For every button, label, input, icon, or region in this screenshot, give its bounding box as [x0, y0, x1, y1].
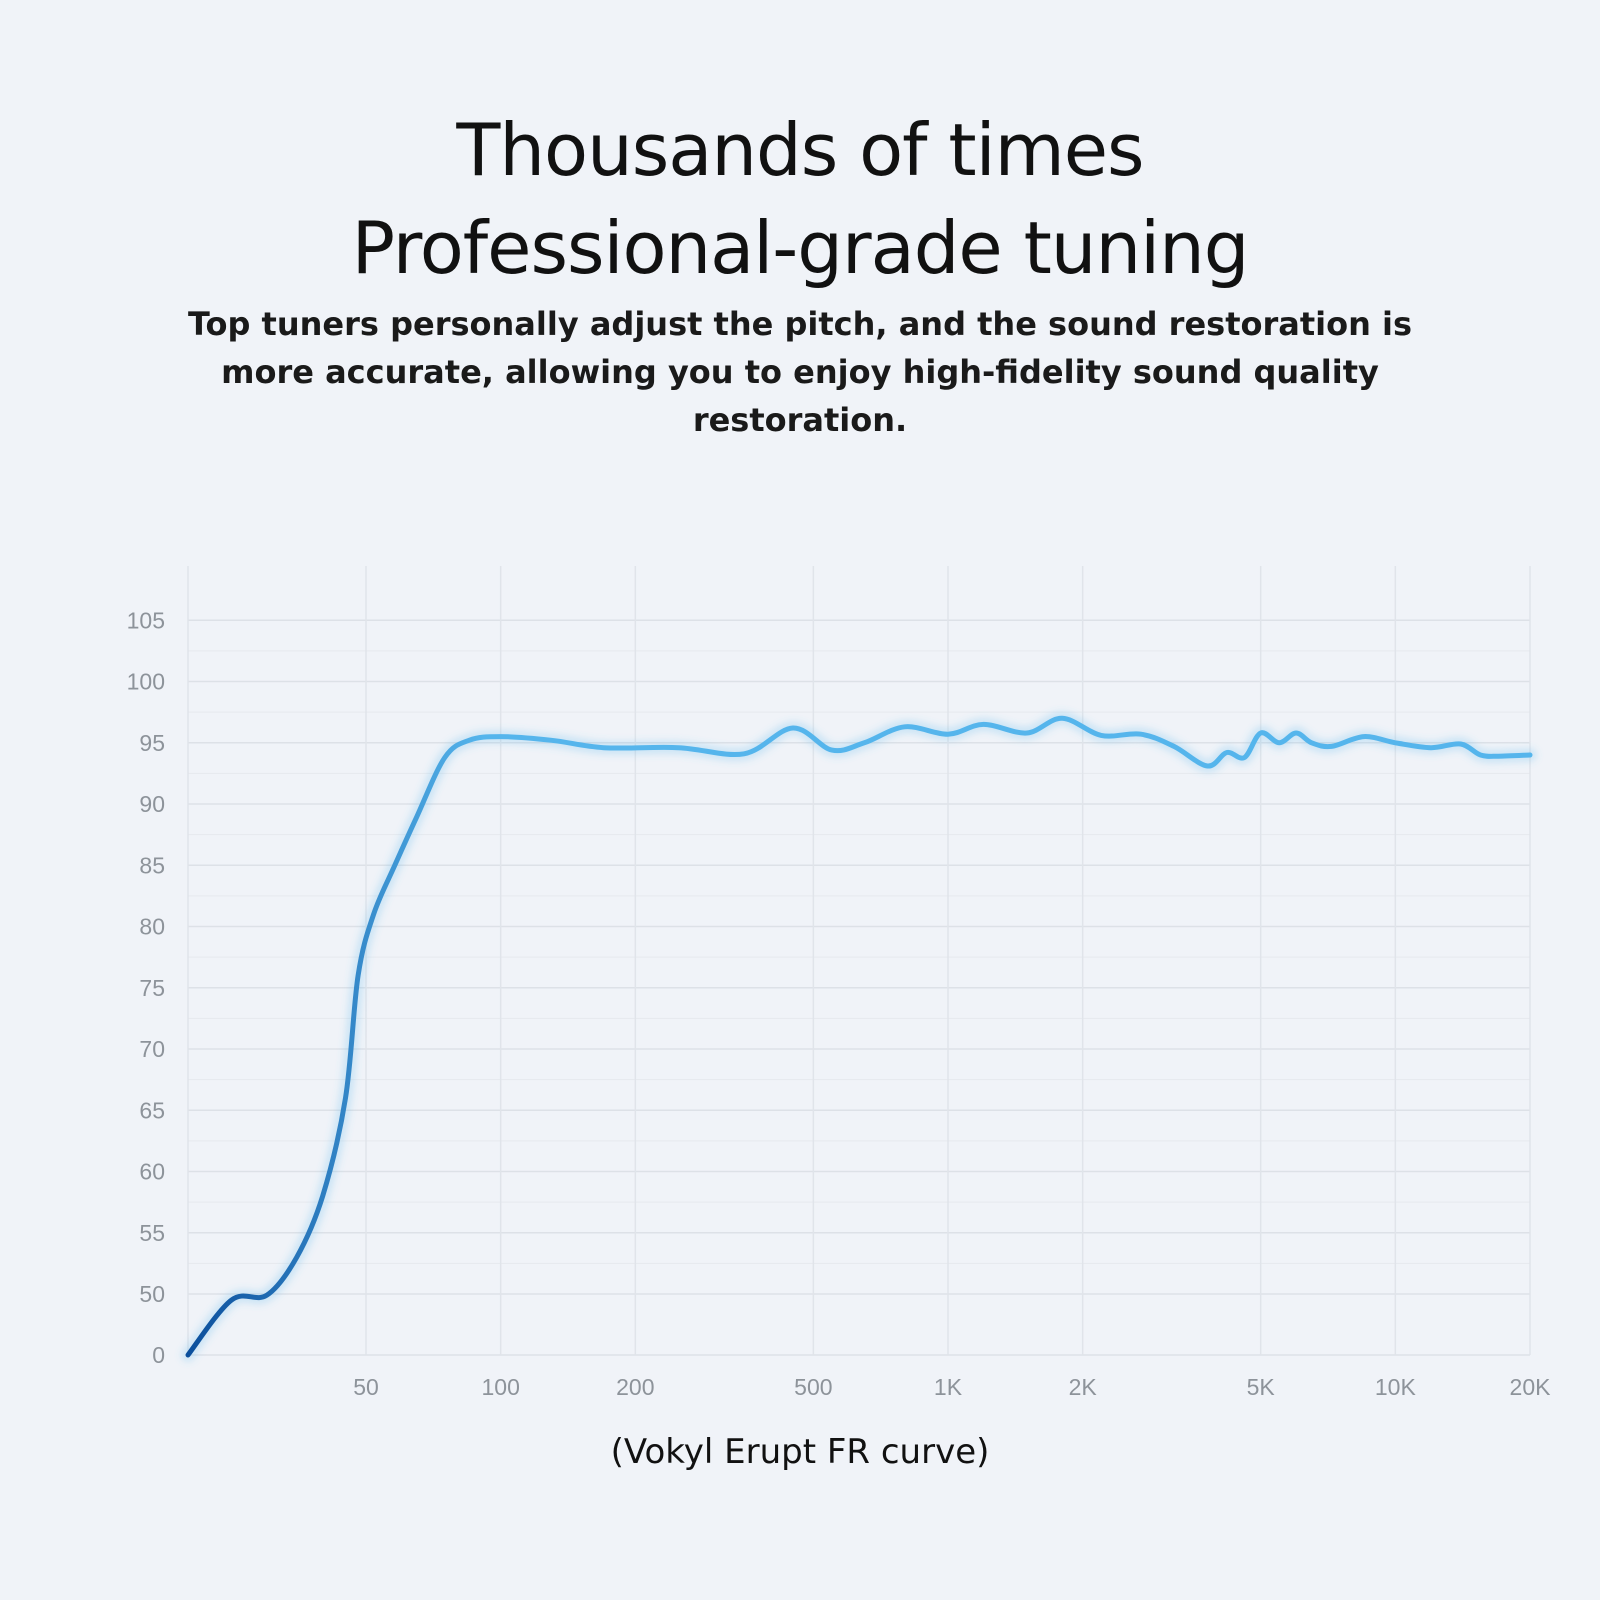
- y-tick-label: 100: [127, 669, 165, 695]
- subtitle: Top tuners personally adjust the pitch, …: [187, 305, 1413, 439]
- y-tick-label: 105: [127, 607, 165, 633]
- x-tick-label: 100: [481, 1374, 519, 1400]
- y-tick-label: 65: [139, 1097, 165, 1123]
- chart-grid: [187, 566, 1531, 1356]
- title-line-2: Professional-grade tuning: [351, 206, 1250, 290]
- y-tick-label: 75: [139, 975, 165, 1001]
- y-tick-label: 55: [139, 1220, 165, 1246]
- x-tick-label: 20K: [1510, 1374, 1552, 1400]
- title-line-1: Thousands of times: [456, 108, 1144, 192]
- y-axis: 0 50 55 60 65 70 75 80 85 90 95 100 105: [127, 607, 165, 1368]
- x-tick-label: 10K: [1375, 1374, 1417, 1400]
- y-tick-label: 60: [139, 1159, 165, 1185]
- x-tick-label: 500: [794, 1374, 832, 1400]
- y-tick-label: 70: [139, 1036, 165, 1062]
- x-tick-label: 50: [353, 1374, 379, 1400]
- y-tick-label: 85: [139, 852, 165, 878]
- chart-caption: (Vokyl Erupt FR curve): [610, 1432, 990, 1472]
- fr-curve-glow: [181, 711, 1537, 1362]
- x-axis: 50 100 200 500 1K 2K 5K 10K 20K: [353, 1374, 1551, 1400]
- x-tick-label: 1K: [934, 1374, 963, 1400]
- y-tick-label: 0: [152, 1342, 165, 1368]
- y-tick-label: 50: [139, 1281, 165, 1307]
- x-tick-label: 5K: [1247, 1374, 1276, 1400]
- x-tick-label: 2K: [1069, 1374, 1098, 1400]
- fr-curve-chart: 0 50 55 60 65 70 75 80 85 90 95 100 105 50 100 200 500 1…: [127, 566, 1551, 1400]
- y-tick-label: 80: [139, 914, 165, 940]
- fr-curve-line: [185, 715, 1533, 1358]
- y-tick-label: 95: [139, 730, 165, 756]
- y-tick-label: 90: [139, 791, 165, 817]
- x-tick-label: 200: [616, 1374, 654, 1400]
